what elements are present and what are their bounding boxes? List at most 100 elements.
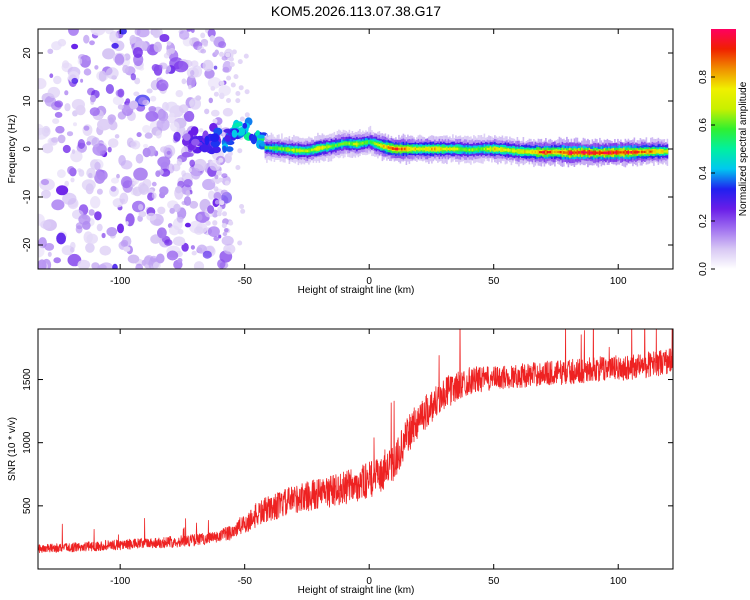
ridge-cell bbox=[659, 150, 661, 153]
ridge-cell bbox=[515, 149, 517, 153]
ridge-cell bbox=[614, 151, 616, 154]
noise-blob bbox=[221, 223, 227, 229]
spectrogram-x-axis: -100 -50 0 50 100 bbox=[110, 29, 627, 287]
ridge-cell bbox=[540, 151, 543, 154]
ridge-cell bbox=[551, 151, 553, 154]
ridge-cell bbox=[374, 142, 376, 145]
ridge-cell bbox=[419, 147, 421, 151]
transition-blob bbox=[236, 127, 246, 136]
ridge-cell bbox=[533, 150, 535, 154]
ridge-cell bbox=[408, 147, 411, 151]
noise-blob bbox=[120, 239, 129, 247]
noise-blob bbox=[244, 112, 250, 118]
ridge-cell bbox=[635, 151, 637, 154]
noise-blob bbox=[195, 95, 202, 101]
noise-blob bbox=[112, 263, 118, 269]
ridge-cell bbox=[563, 151, 565, 154]
noise-blob bbox=[221, 235, 234, 246]
noise-blob bbox=[108, 117, 114, 125]
ridge-cell bbox=[267, 146, 270, 149]
spectrogram-marks bbox=[38, 29, 669, 269]
noise-blob bbox=[77, 259, 91, 269]
noise-blob bbox=[116, 173, 120, 179]
ridge-cell bbox=[324, 146, 327, 149]
noise-blob bbox=[71, 149, 76, 155]
noise-blob bbox=[86, 167, 96, 179]
noise-blob bbox=[239, 116, 245, 122]
ridge-cell bbox=[636, 150, 639, 154]
noise-blob bbox=[220, 189, 228, 196]
ridge-cell bbox=[638, 150, 640, 154]
ridge-cell bbox=[492, 148, 495, 151]
ridge-cell bbox=[276, 147, 279, 150]
ridge-cell bbox=[405, 147, 408, 151]
noise-blob bbox=[212, 220, 218, 226]
noise-blob bbox=[90, 196, 101, 209]
ridge-cell bbox=[486, 147, 489, 150]
ridge-cell bbox=[327, 145, 330, 149]
noise-blob bbox=[94, 65, 99, 70]
noise-blob bbox=[146, 88, 153, 94]
noise-blob bbox=[67, 166, 75, 175]
noise-blob bbox=[107, 146, 112, 153]
ridge-cell bbox=[338, 143, 340, 146]
noise-blob bbox=[219, 51, 224, 57]
noise-blob bbox=[240, 208, 246, 214]
ridge-cell bbox=[518, 150, 520, 153]
ridge-cell bbox=[335, 144, 337, 147]
noise-blob bbox=[191, 168, 201, 180]
noise-blob bbox=[238, 85, 244, 91]
ridge-cell bbox=[452, 147, 454, 151]
noise-blob bbox=[194, 226, 204, 235]
ridge-cell bbox=[317, 147, 319, 150]
noise-blob bbox=[170, 121, 180, 132]
ridge-cell bbox=[596, 151, 598, 155]
noise-blob bbox=[219, 80, 225, 86]
noise-blob bbox=[213, 91, 219, 97]
figure-title: KOM5.2026.113.07.38.G17 bbox=[271, 3, 441, 19]
noise-blob bbox=[228, 220, 234, 226]
ridge-cell bbox=[399, 147, 402, 151]
ridge-cell bbox=[344, 142, 346, 145]
ridge-cell bbox=[381, 145, 384, 148]
colorbar: 0.0 0.2 0.4 0.6 0.8 Normalized spectral ampl… bbox=[698, 29, 749, 276]
ridge-cell bbox=[441, 147, 444, 151]
noise-blob bbox=[83, 34, 90, 44]
noise-blob bbox=[77, 139, 86, 149]
ridge-cell bbox=[272, 147, 274, 150]
ridge-cell bbox=[585, 151, 588, 154]
noise-blob bbox=[213, 186, 219, 192]
x-tick-label: 100 bbox=[610, 276, 627, 287]
ridge-cell bbox=[663, 150, 666, 153]
noise-blob bbox=[143, 143, 149, 148]
noise-blob bbox=[86, 56, 91, 61]
noise-blob bbox=[122, 64, 129, 74]
noise-blob bbox=[97, 264, 107, 269]
colorbar-fill bbox=[711, 29, 736, 269]
noise-blob bbox=[237, 240, 243, 246]
noise-blob bbox=[90, 94, 96, 103]
noise-blob bbox=[184, 222, 191, 228]
noise-blob bbox=[207, 77, 222, 89]
noise-blob bbox=[204, 108, 210, 115]
noise-blob bbox=[209, 35, 215, 42]
noise-blob bbox=[118, 155, 126, 166]
ridge-cell bbox=[434, 147, 436, 151]
noise-blob bbox=[123, 246, 131, 252]
noise-blob bbox=[97, 118, 111, 131]
ridge-cell bbox=[489, 147, 492, 151]
noise-blob bbox=[38, 245, 45, 258]
noise-blob bbox=[181, 242, 189, 252]
noise-blob bbox=[223, 228, 229, 233]
ridge-cell bbox=[414, 147, 417, 151]
ridge-cell bbox=[279, 147, 282, 150]
ridge-cell bbox=[522, 150, 525, 153]
ridge-cell bbox=[413, 147, 415, 151]
ridge-cell bbox=[581, 151, 583, 154]
ridge-cell bbox=[590, 151, 592, 154]
ridge-cell bbox=[495, 148, 498, 151]
noise-blob bbox=[209, 159, 221, 171]
noise-blob bbox=[105, 67, 119, 80]
transition-blob bbox=[191, 138, 200, 146]
transition-blob bbox=[225, 146, 234, 152]
